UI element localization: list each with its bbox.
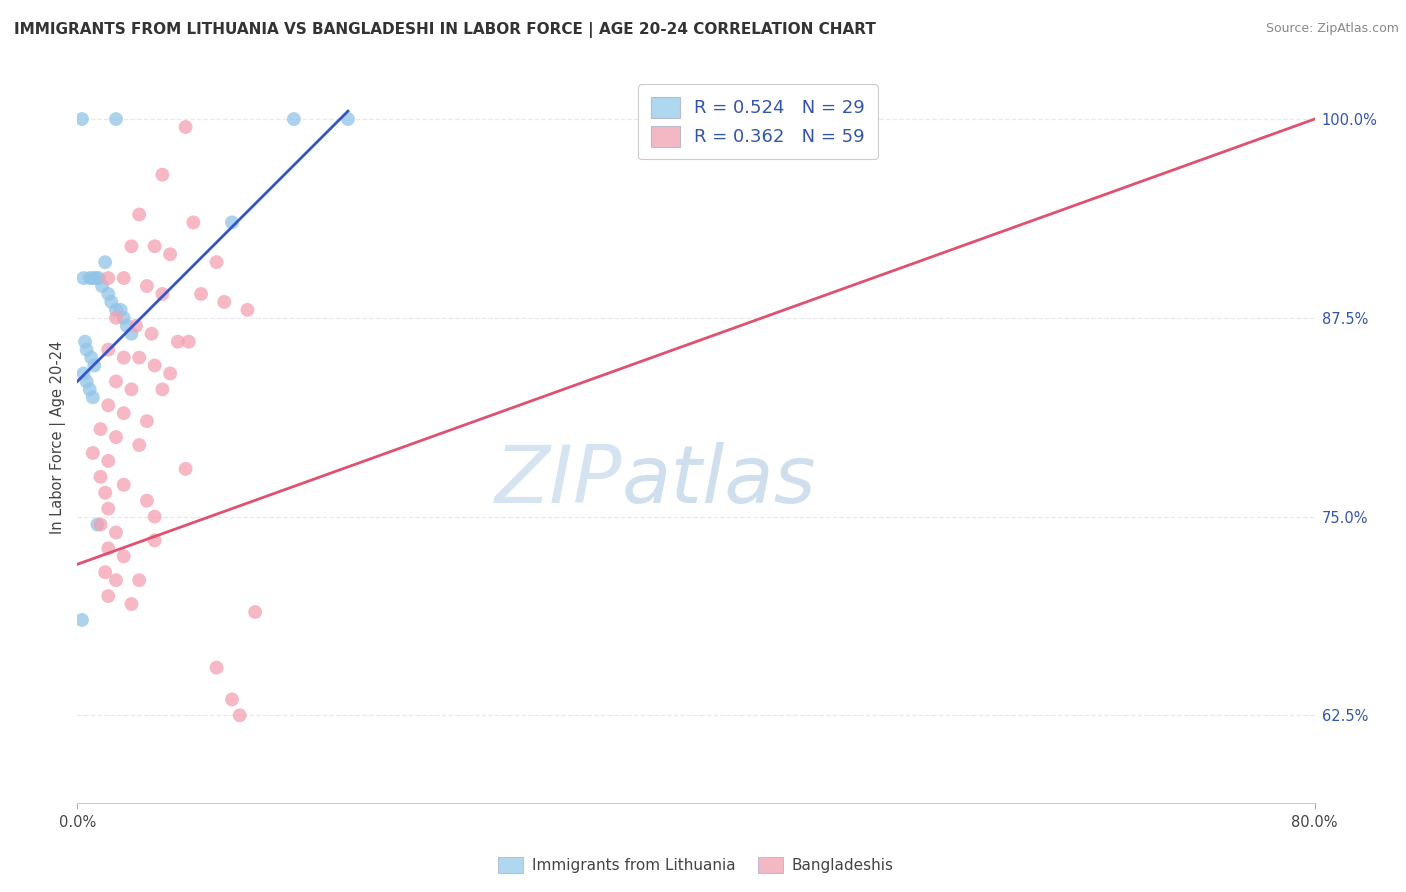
Text: atlas: atlas [621, 442, 817, 520]
Point [112, 271, 135, 285]
Point [79, 383, 101, 397]
Point [236, 302, 259, 317]
Point [97, 343, 120, 357]
Point [174, 462, 197, 476]
Point [136, 493, 159, 508]
Point [128, 351, 150, 365]
Point [70, 613, 93, 627]
Point [152, 287, 174, 301]
Point [76, 343, 98, 357]
Point [221, 215, 243, 229]
Point [82, 446, 104, 460]
Point [90, 470, 111, 484]
Point [105, 302, 127, 317]
Point [105, 375, 127, 389]
Point [128, 207, 150, 221]
Point [94, 566, 117, 580]
Point [84, 271, 107, 285]
Point [174, 120, 197, 134]
Point [112, 477, 135, 491]
Point [177, 334, 200, 349]
Point [79, 271, 101, 285]
Point [159, 367, 181, 381]
Point [205, 660, 228, 674]
Point [72, 367, 94, 381]
Point [110, 302, 132, 317]
Point [205, 255, 228, 269]
Point [183, 215, 205, 229]
Point [337, 112, 360, 126]
Point [100, 294, 122, 309]
Point [80, 351, 103, 365]
Point [97, 271, 120, 285]
Point [283, 112, 305, 126]
Point [245, 605, 267, 619]
Legend: Immigrants from Lithuania, Bangladeshis: Immigrants from Lithuania, Bangladeshis [492, 851, 900, 880]
Point [136, 414, 159, 428]
Point [105, 310, 127, 325]
Point [97, 398, 120, 412]
Point [115, 318, 138, 333]
Point [125, 318, 148, 333]
Point [143, 359, 166, 373]
Point [112, 549, 135, 564]
Point [82, 390, 104, 404]
Point [70, 112, 93, 126]
Point [152, 168, 174, 182]
Text: IMMIGRANTS FROM LITHUANIA VS BANGLADESHI IN LABOR FORCE | AGE 20-24 CORRELATION : IMMIGRANTS FROM LITHUANIA VS BANGLADESHI… [14, 22, 876, 38]
Point [762, 112, 785, 126]
Point [228, 708, 252, 723]
Point [94, 255, 117, 269]
Point [112, 406, 135, 420]
Text: ZIP: ZIP [495, 442, 621, 520]
Point [128, 573, 150, 587]
Point [97, 287, 120, 301]
Point [143, 533, 166, 548]
Point [121, 597, 143, 611]
Point [128, 438, 150, 452]
Point [75, 334, 96, 349]
Point [82, 271, 104, 285]
Point [97, 501, 120, 516]
Point [105, 112, 127, 126]
Point [167, 334, 190, 349]
Point [121, 239, 143, 253]
Text: Source: ZipAtlas.com: Source: ZipAtlas.com [1265, 22, 1399, 36]
Point [105, 573, 127, 587]
Point [97, 541, 120, 556]
Point [86, 517, 108, 532]
Point [190, 287, 212, 301]
Point [143, 239, 166, 253]
Point [141, 326, 163, 341]
Point [136, 279, 159, 293]
Y-axis label: In Labor Force | Age 20-24: In Labor Force | Age 20-24 [51, 341, 66, 533]
Point [214, 294, 236, 309]
Point [72, 271, 94, 285]
Point [97, 589, 120, 603]
Point [121, 383, 143, 397]
Point [105, 430, 127, 444]
Point [152, 383, 174, 397]
Point [112, 310, 135, 325]
Point [143, 509, 166, 524]
Point [90, 517, 111, 532]
Point [91, 279, 114, 293]
Point [112, 351, 135, 365]
Point [221, 692, 243, 706]
Point [121, 326, 143, 341]
Point [90, 422, 111, 436]
Point [159, 247, 181, 261]
Point [97, 454, 120, 468]
Point [105, 525, 127, 540]
Point [87, 271, 110, 285]
Point [94, 485, 117, 500]
Point [83, 359, 105, 373]
Point [76, 375, 98, 389]
